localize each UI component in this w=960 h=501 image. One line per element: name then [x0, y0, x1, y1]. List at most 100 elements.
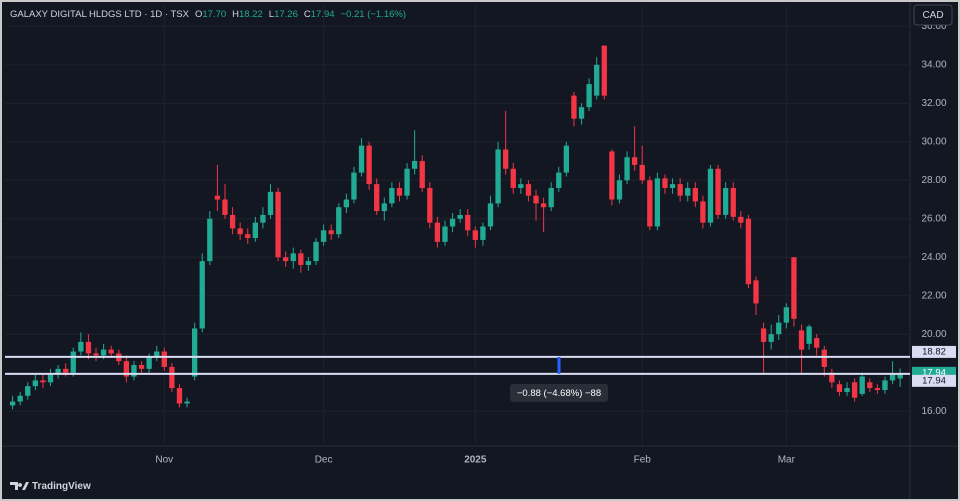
candle-body [654, 178, 661, 227]
candle-body [108, 349, 114, 354]
candle-body [889, 374, 896, 381]
price-label: 17.94 [922, 375, 946, 386]
candle-body [161, 351, 167, 367]
ohlc-key: C [304, 9, 311, 20]
candle-body [366, 145, 372, 185]
brand-logo [10, 482, 29, 490]
ohlc-value: 17.70 [202, 9, 226, 20]
candle-body [214, 195, 221, 200]
candle-body [806, 326, 812, 344]
candle-body [465, 214, 471, 231]
candle-body [882, 380, 888, 391]
candle-body [540, 203, 547, 208]
price-label: 18.82 [922, 346, 946, 357]
candle-body [336, 207, 342, 235]
candle-body [419, 161, 425, 188]
candle-body [411, 161, 418, 169]
candle-body [381, 203, 387, 212]
price-change: −0.21 (−1.16%) [341, 9, 407, 20]
measure-label-bg [510, 383, 608, 402]
candle-body [700, 201, 706, 223]
candle-body [692, 187, 698, 202]
candle-body [237, 228, 243, 235]
candle-body [874, 388, 881, 391]
candle-body [685, 187, 691, 196]
ohlc-key: H [232, 9, 239, 20]
candle-body [821, 349, 827, 367]
candle-body [791, 257, 797, 319]
ohlc-value: 17.26 [274, 9, 298, 20]
candle-body [571, 95, 577, 119]
candle-body [601, 45, 607, 96]
candle-body [138, 364, 145, 369]
y-tick-label: 24.00 [921, 252, 946, 263]
candle-body [844, 388, 850, 392]
x-tick-label: 2025 [464, 455, 487, 466]
candle-body [715, 168, 721, 215]
candle-body [677, 184, 683, 196]
candle-body [154, 351, 160, 358]
currency-button-bg[interactable] [913, 4, 953, 26]
price-label-bg [912, 345, 956, 358]
candle-body [229, 214, 236, 229]
candle-body [245, 234, 251, 239]
price-label-bg [912, 374, 956, 387]
candle-body [510, 168, 516, 188]
candle-body [93, 353, 99, 356]
candle-body [222, 199, 228, 215]
ohlc-key: L [269, 9, 274, 20]
y-tick-label: 34.00 [921, 59, 946, 70]
candle-body [17, 395, 23, 402]
candle-body [578, 107, 585, 119]
candle-body [313, 241, 319, 262]
x-tick-label: Dec [315, 455, 333, 466]
candle-body [442, 226, 448, 242]
candle-body [207, 218, 213, 262]
ohlc-value: 18.22 [239, 9, 263, 20]
candle-body [358, 145, 365, 173]
candle-body [624, 157, 630, 181]
candle-body [184, 401, 190, 404]
candle-body [275, 191, 281, 258]
candle-body [328, 230, 334, 235]
ohlc-key: O [195, 9, 202, 20]
candle-body [457, 214, 463, 219]
currency-button[interactable]: CAD [922, 10, 943, 21]
candle-body [290, 253, 296, 262]
candle-body [798, 330, 805, 350]
y-tick-label: 30.00 [921, 136, 946, 147]
measure-label: −0.88 (−4.68%) −88 [517, 388, 601, 399]
candle-body [260, 214, 266, 223]
candle-body [374, 184, 380, 212]
candle-body [191, 328, 198, 377]
candle-body [518, 184, 524, 188]
symbol-title: GALAXY DIGITAL HLDGS LTD · 1D · TSX [10, 9, 190, 20]
candle-body [814, 338, 820, 348]
candle-body [647, 180, 653, 227]
candle-body [753, 280, 759, 304]
candle-body [70, 351, 76, 373]
candle-body [783, 307, 790, 323]
y-tick-label: 26.00 [921, 213, 946, 224]
candle-body [723, 187, 729, 215]
symbol-header: GALAXY DIGITAL HLDGS LTD · 1D · TSX O17.7… [10, 9, 406, 20]
candle-body [449, 218, 456, 227]
brand-name: TradingView [32, 481, 91, 492]
candle-body [351, 172, 357, 200]
candle-body [760, 328, 767, 342]
candle-body [829, 372, 835, 383]
candle-body [897, 373, 903, 379]
candle-body [859, 376, 865, 394]
candle-body [320, 230, 327, 242]
candle-body [707, 168, 714, 223]
candle-body [176, 388, 183, 404]
price-label: 17.94 [922, 367, 946, 378]
candle-body [730, 187, 736, 217]
candle-body [472, 230, 478, 240]
candle-body [594, 64, 600, 96]
candle-body [487, 203, 494, 227]
candle-body [404, 168, 410, 196]
candle-body [25, 386, 31, 396]
y-tick-label: 22.00 [921, 290, 946, 301]
